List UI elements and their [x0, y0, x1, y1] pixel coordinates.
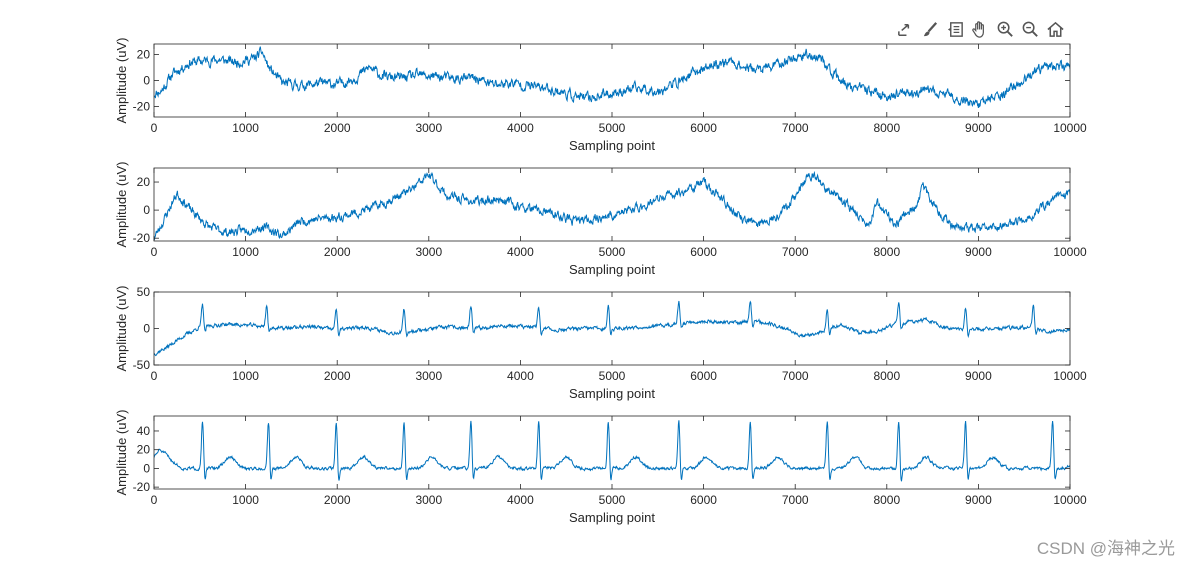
axes-box — [153, 415, 1071, 490]
x-tick-label: 8000 — [873, 369, 900, 383]
x-tick-label: 5000 — [599, 245, 626, 259]
x-tick-label: 0 — [151, 245, 158, 259]
y-tick-label: -20 — [133, 480, 151, 494]
x-tick-label: 8000 — [873, 245, 900, 259]
x-axis-label: Sampling point — [569, 386, 655, 401]
x-tick-label: 2000 — [324, 493, 351, 507]
y-tick-label: 40 — [137, 424, 151, 438]
x-tick-label: 1000 — [232, 493, 259, 507]
subplot-3: 0 1000 2000 3000 4000 5000 6000 7000 8000 9000 100… — [114, 285, 1087, 401]
y-tick-label: 50 — [137, 285, 151, 299]
x-tick-label: 8000 — [873, 493, 900, 507]
x-tick-label: 1000 — [232, 245, 259, 259]
x-tick-label: 10000 — [1053, 245, 1087, 259]
x-tick-label: 3000 — [415, 121, 442, 135]
y-tick-label: -20 — [133, 100, 151, 114]
x-tick-label: 5000 — [599, 369, 626, 383]
y-tick-label: 20 — [137, 47, 151, 61]
subplot-4: 0 1000 2000 3000 4000 5000 6000 7000 8000 9000 100… — [114, 410, 1087, 525]
x-tick-label: 6000 — [690, 493, 717, 507]
x-tick-label: 10000 — [1053, 121, 1087, 135]
x-axis-label: Sampling point — [569, 262, 655, 277]
subplot-1: 0 1000 2000 3000 4000 5000 6000 7000 8000 9000 100… — [114, 38, 1087, 153]
series-line — [154, 46, 1070, 108]
data-tips-icon[interactable] — [944, 18, 967, 40]
x-tick-label: 4000 — [507, 369, 534, 383]
x-tick-label: 2000 — [324, 369, 351, 383]
x-tick-label: 3000 — [415, 369, 442, 383]
y-tick-label: 0 — [143, 203, 150, 217]
y-axis-label: Amplitude (uV) — [114, 286, 129, 372]
x-tick-label: 10000 — [1053, 369, 1087, 383]
export-icon[interactable] — [894, 18, 917, 40]
series-line — [154, 170, 1070, 241]
y-tick-label: 20 — [137, 443, 151, 457]
x-tick-label: 4000 — [507, 493, 534, 507]
x-tick-label: 0 — [151, 121, 158, 135]
x-tick-label: 6000 — [690, 121, 717, 135]
y-axis-label: Amplitude (uV) — [114, 38, 129, 124]
x-tick-label: 8000 — [873, 121, 900, 135]
x-tick-label: 9000 — [965, 245, 992, 259]
home-icon[interactable] — [1044, 18, 1067, 40]
x-tick-label: 3000 — [415, 245, 442, 259]
x-tick-label: 3000 — [415, 493, 442, 507]
watermark: CSDN @海神之光 — [1036, 539, 1175, 558]
x-axis-label: Sampling point — [569, 510, 655, 525]
x-tick-label: 7000 — [782, 369, 809, 383]
x-tick-label: 2000 — [324, 121, 351, 135]
x-tick-label: 5000 — [599, 121, 626, 135]
x-tick-label: 9000 — [965, 121, 992, 135]
pan-hand-icon[interactable] — [969, 18, 992, 40]
subplot-2: 0 1000 2000 3000 4000 5000 6000 7000 8000 9000 100… — [114, 162, 1087, 277]
x-tick-label: 1000 — [232, 369, 259, 383]
figure-toolbar — [894, 18, 1067, 40]
x-tick-label: 9000 — [965, 493, 992, 507]
x-tick-label: 7000 — [782, 245, 809, 259]
x-tick-label: 7000 — [782, 493, 809, 507]
x-tick-label: 2000 — [324, 245, 351, 259]
x-tick-label: 9000 — [965, 369, 992, 383]
axes-box — [153, 43, 1071, 118]
x-tick-label: 1000 — [232, 121, 259, 135]
x-tick-label: 6000 — [690, 369, 717, 383]
zoom-out-icon[interactable] — [1019, 18, 1042, 40]
x-tick-label: 0 — [151, 369, 158, 383]
y-tick-label: 0 — [143, 322, 150, 336]
y-tick-label: -20 — [133, 231, 151, 245]
x-tick-label: 4000 — [507, 121, 534, 135]
y-axis-label: Amplitude (uV) — [114, 162, 129, 248]
x-tick-label: 5000 — [599, 493, 626, 507]
series-line — [154, 300, 1070, 357]
y-tick-label: 20 — [137, 175, 151, 189]
brush-icon[interactable] — [919, 18, 942, 40]
y-tick-label: 0 — [143, 461, 150, 475]
x-tick-label: 7000 — [782, 121, 809, 135]
y-tick-label: 0 — [143, 74, 150, 88]
series-line — [154, 420, 1070, 482]
zoom-in-icon[interactable] — [994, 18, 1017, 40]
y-tick-label: -50 — [133, 358, 151, 372]
x-axis-label: Sampling point — [569, 138, 655, 153]
y-axis-label: Amplitude (uV) — [114, 410, 129, 496]
x-tick-label: 4000 — [507, 245, 534, 259]
x-tick-label: 10000 — [1053, 493, 1087, 507]
x-tick-label: 6000 — [690, 245, 717, 259]
x-tick-label: 0 — [151, 493, 158, 507]
